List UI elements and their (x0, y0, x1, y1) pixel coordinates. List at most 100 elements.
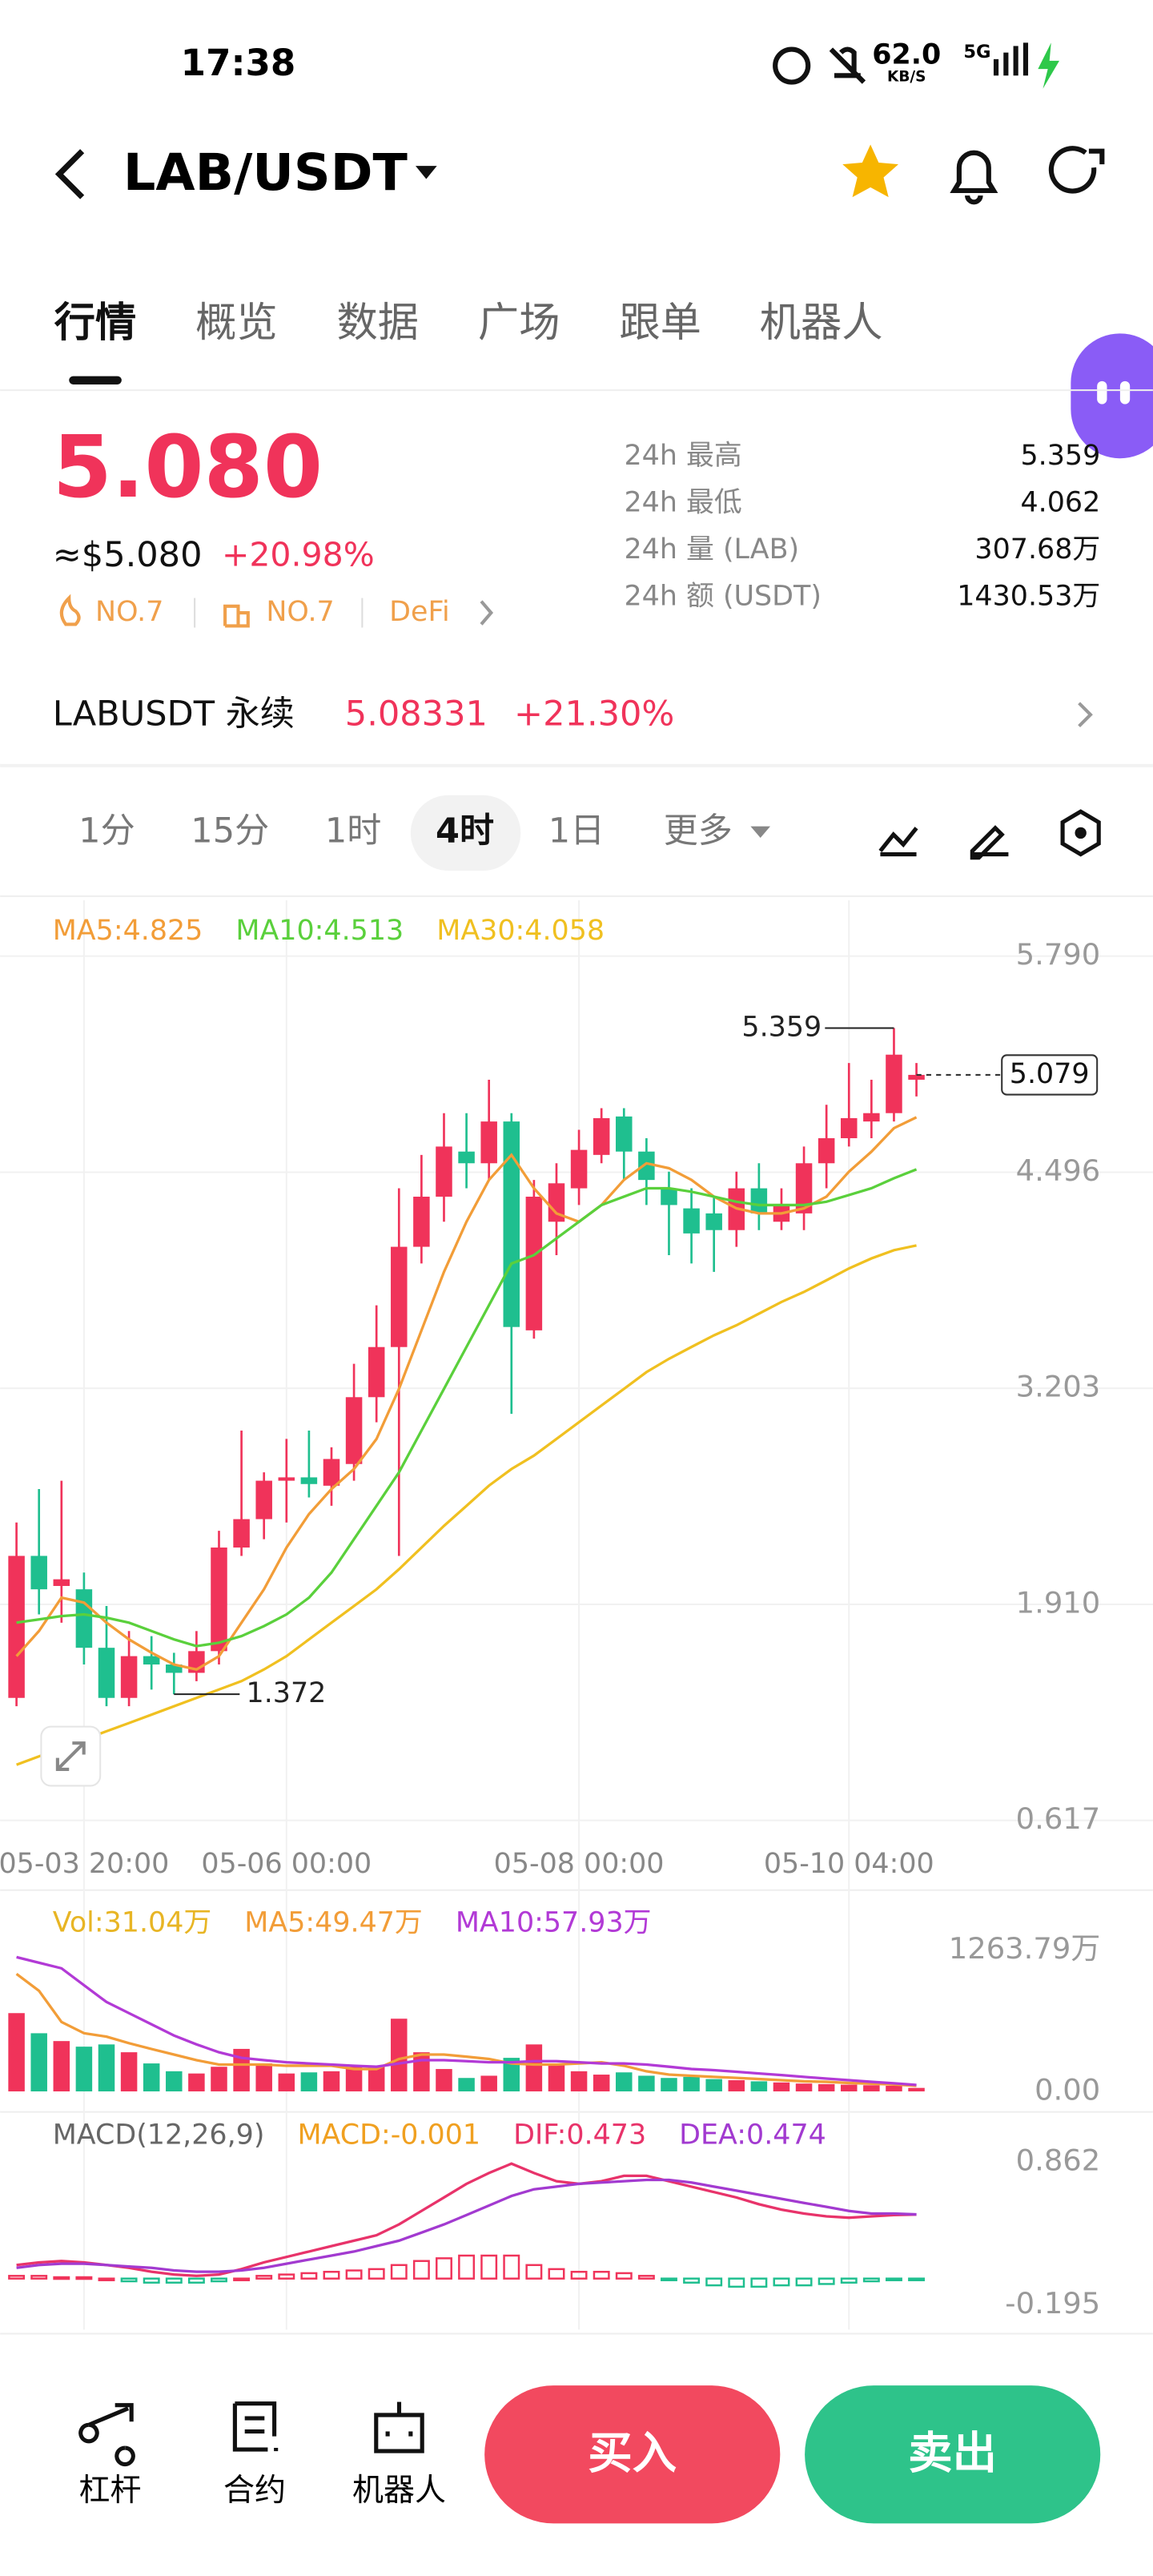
assistant-eye (1097, 380, 1107, 405)
back-button[interactable] (54, 149, 85, 199)
y-tick-label: 3.203 (1016, 1370, 1101, 1404)
volume-bar (255, 2063, 272, 2091)
macd-bar (98, 2277, 115, 2281)
candle-body (255, 1480, 272, 1519)
status-icons (773, 42, 1059, 89)
candle-body (886, 1054, 902, 1113)
macd-bar (390, 2264, 408, 2280)
macd-bar (458, 2254, 476, 2280)
tab[interactable]: 行情 (54, 299, 137, 347)
rank-tag[interactable]: NO.7 (95, 596, 163, 628)
volume-bar (143, 2063, 160, 2091)
tab[interactable]: 广场 (478, 299, 560, 347)
buy-label[interactable]: 买入 (588, 2428, 677, 2479)
y-tick-label: 1263.79万 (949, 1931, 1101, 1966)
x-tick-label: 05-06 00:00 (201, 1848, 372, 1880)
tab[interactable]: 数据 (337, 299, 420, 347)
tab[interactable]: 跟单 (619, 299, 701, 347)
volume-bar (98, 2044, 115, 2091)
price-change: +20.98% (222, 535, 375, 574)
volume-bar (278, 2073, 295, 2091)
footer-tool[interactable]: 杠杆 (79, 2473, 142, 2509)
tab[interactable]: 概览 (195, 299, 278, 347)
y-tick-label: -0.195 (1005, 2286, 1100, 2320)
volume-bar (593, 2075, 610, 2091)
macd-bar (795, 2277, 813, 2287)
volume-bar (120, 2052, 138, 2091)
legend-label: MACD(12,26,9) (53, 2119, 265, 2151)
legend-label: MA30:4.058 (436, 915, 605, 947)
legend-label: MA10:4.513 (235, 915, 404, 947)
divider (0, 2332, 1153, 2335)
usd-price: ≈$5.080 (53, 535, 203, 575)
buy-button[interactable] (484, 2385, 781, 2524)
macd-bar (750, 2277, 768, 2288)
rank-tag[interactable]: NO.7 (266, 596, 334, 628)
y-tick-label: 0.862 (1016, 2143, 1101, 2178)
macd-bar (233, 2277, 251, 2281)
candle-body (53, 1579, 70, 1586)
volume-bar (683, 2076, 700, 2091)
macd-bar (908, 2277, 926, 2281)
sell-label[interactable]: 卖出 (908, 2428, 997, 2479)
candle-body (300, 1477, 318, 1484)
volume-bar (53, 2041, 70, 2091)
footer-tool[interactable]: 机器人 (352, 2473, 446, 2509)
macd-bar (412, 2260, 430, 2280)
stat-label: 24h 量 (LAB) (624, 533, 799, 566)
volume-bar (795, 2083, 813, 2091)
pair-title[interactable]: LAB/USDT (123, 143, 408, 202)
interval[interactable]: 1分 (78, 811, 135, 851)
volume-ma-line (16, 1955, 917, 2087)
interval[interactable]: 15分 (191, 811, 269, 851)
macd-bar (862, 2277, 880, 2283)
interval[interactable]: 4时 (436, 811, 494, 851)
tab[interactable]: 机器人 (760, 299, 883, 347)
interval[interactable]: 更多 (664, 811, 733, 851)
chevron[interactable] (1078, 702, 1093, 728)
interval[interactable]: 1日 (548, 811, 605, 851)
draw-button[interactable] (970, 825, 1009, 860)
contract-icon[interactable] (232, 2401, 279, 2452)
candle-body (525, 1196, 543, 1330)
tab-indicator (69, 376, 122, 384)
last-price-label: 5.079 (1010, 1058, 1090, 1090)
stat-value: 5.359 (1020, 440, 1100, 472)
kline-chart: 05-03 20:00 05-06 00:00 05-08 00:00 05-10 0… (0, 900, 1153, 2330)
share-button[interactable] (1048, 146, 1105, 194)
hot-icon (59, 594, 81, 626)
stat-value: 307.68万 (974, 533, 1100, 566)
sector-tag[interactable]: DeFi (389, 596, 449, 628)
footer-tool[interactable]: 合约 (223, 2473, 286, 2509)
indicator-button[interactable] (878, 827, 918, 857)
settings-button[interactable] (1060, 809, 1101, 857)
volume-bar (300, 2072, 318, 2091)
legend-label: MA5:4.825 (53, 915, 203, 947)
macd-bar (683, 2277, 701, 2284)
settings-dot (1075, 827, 1087, 839)
alert-bell[interactable] (950, 150, 998, 205)
leverage-icon[interactable] (78, 2403, 135, 2467)
macd-bar (728, 2277, 745, 2288)
perp-name[interactable]: LABUSDT 永续 (53, 694, 295, 735)
candle-body (593, 1117, 610, 1155)
separator (361, 598, 364, 628)
macd-bar (143, 2277, 160, 2284)
perp-change: +21.30% (514, 694, 674, 735)
pair-dropdown[interactable] (416, 166, 437, 179)
favorite-star[interactable] (842, 144, 898, 198)
interval[interactable]: 1时 (325, 811, 381, 851)
candle-body (233, 1519, 250, 1548)
macd-bar (436, 2257, 452, 2280)
candle-body (8, 1556, 25, 1698)
macd-bar (548, 2268, 565, 2280)
bot-icon[interactable] (374, 2401, 424, 2453)
macd-bar (368, 2268, 385, 2280)
stat-label: 24h 额 (USDT) (624, 581, 821, 613)
y-tick-label: 1.910 (1016, 1585, 1101, 1620)
sell-button[interactable] (805, 2385, 1101, 2524)
candle-body (661, 1188, 677, 1205)
assistant-button[interactable] (1071, 333, 1153, 459)
